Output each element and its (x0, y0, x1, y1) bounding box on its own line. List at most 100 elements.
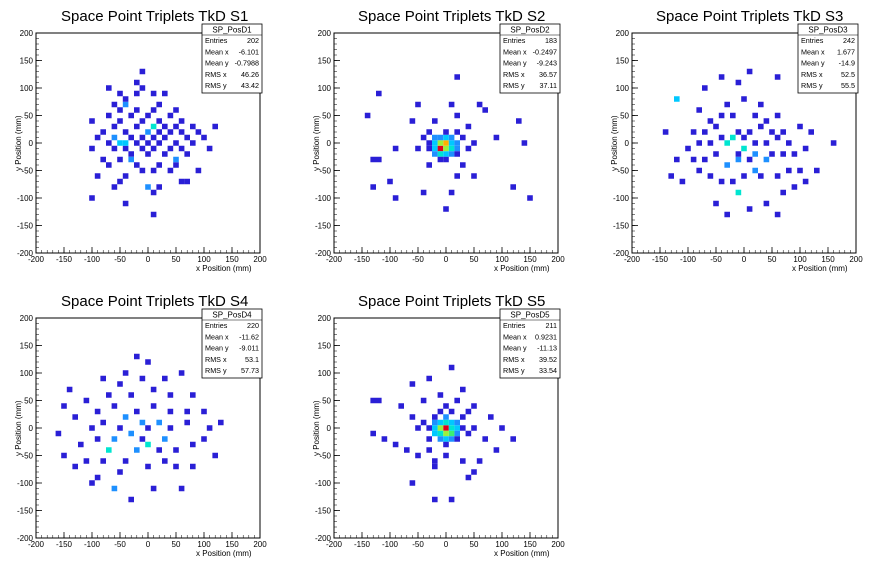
histogram-bin (802, 145, 809, 152)
stats-label: Entries (503, 36, 526, 45)
histogram-bin (134, 353, 140, 360)
plot-pad-s1: Space Point Triplets TkD S1 -200 -150 -100 -… (14, 8, 267, 273)
stats-value: 36.57 (539, 70, 557, 79)
histogram-bin (173, 140, 179, 146)
histogram-bin (190, 123, 196, 130)
stats-label: Mean y (205, 344, 229, 353)
histogram-bin (184, 419, 190, 426)
y-tick-label: -50 (21, 167, 33, 176)
y-axis-label: y Position (mm) (610, 115, 619, 171)
histogram-bin (122, 173, 129, 179)
histogram-bin (679, 178, 686, 185)
histogram-bin (448, 140, 455, 146)
stats-value: 220 (247, 321, 259, 330)
histogram-bin (702, 156, 708, 163)
histogram-bin (460, 134, 466, 141)
histogram-bin (674, 156, 680, 163)
histogram-bin (106, 85, 112, 91)
histogram-bin (454, 397, 460, 404)
histogram-bin (769, 129, 775, 135)
histogram-bin (791, 151, 798, 157)
y-axis-label: y Position (mm) (312, 400, 321, 456)
histogram-bin (460, 386, 466, 393)
histogram-bin (437, 134, 444, 141)
histogram-bin (808, 129, 814, 135)
histogram-bin (134, 447, 140, 453)
histogram-bin (685, 145, 691, 152)
histogram-bin (696, 167, 702, 174)
histogram-bin (443, 151, 449, 157)
histogram-bin (735, 189, 742, 196)
histogram-bin (173, 447, 179, 453)
histogram-bin (150, 134, 157, 141)
histogram-bin (139, 145, 146, 152)
histogram-bin (426, 375, 432, 382)
histogram-bin (454, 436, 460, 442)
histogram-bin (145, 359, 151, 365)
histogram-bin (409, 118, 416, 124)
histogram-bin (465, 430, 472, 437)
stats-label: RMS y (503, 81, 525, 90)
histogram-bin (432, 134, 438, 141)
x-tick-label: -50 (412, 255, 424, 264)
stats-label: Entries (205, 321, 228, 330)
x-tick-label: 200 (253, 255, 267, 264)
histogram-bin (122, 96, 129, 102)
x-tick-label: 100 (793, 255, 807, 264)
histogram-bin (443, 414, 449, 420)
histogram-bin (493, 134, 500, 141)
histogram-bin (94, 173, 101, 179)
histogram-bin (718, 178, 725, 185)
histogram-bin (83, 397, 90, 404)
histogram-bin (432, 118, 438, 124)
histogram-bin (111, 403, 118, 409)
histogram-bin (448, 134, 455, 141)
histogram-bin (206, 425, 213, 431)
histogram-bin (763, 200, 770, 207)
histogram-bin (527, 195, 533, 201)
histogram-bin (111, 145, 118, 152)
y-tick-label: 200 (20, 29, 34, 38)
x-tick-label: -150 (56, 255, 73, 264)
y-tick-label: -50 (617, 167, 629, 176)
histogram-bin (83, 458, 90, 464)
y-tick-label: 200 (318, 29, 332, 38)
histogram-bin (460, 162, 466, 168)
histogram-bin (190, 140, 196, 146)
histogram-bin (443, 140, 449, 146)
histogram-bin (454, 112, 460, 119)
histogram-bin (376, 90, 382, 97)
histogram-bin (128, 496, 134, 503)
histogram-bin (156, 118, 162, 124)
histogram-bin (128, 112, 134, 119)
histogram-bin (89, 118, 95, 124)
histogram-bin (454, 140, 460, 146)
chart-title: Space Point Triplets TkD S5 (358, 293, 545, 310)
x-tick-label: -200 (624, 255, 641, 264)
histogram-bin (201, 134, 207, 141)
histogram-bin (437, 156, 444, 163)
y-tick-label: -100 (613, 194, 630, 203)
histogram-bin (797, 123, 803, 130)
stats-value: 37.11 (540, 81, 557, 90)
x-tick-label: -200 (28, 255, 45, 264)
stats-value: -9.243 (537, 59, 557, 68)
histogram-bin (499, 425, 505, 431)
y-tick-label: -150 (17, 507, 34, 516)
x-tick-label: 150 (523, 540, 537, 549)
x-tick-label: -50 (412, 540, 424, 549)
histogram-bin (448, 419, 455, 426)
x-tick-label: 50 (172, 540, 181, 549)
histogram-bin (106, 447, 112, 453)
y-tick-label: -100 (315, 194, 332, 203)
histogram-bin (167, 167, 174, 174)
plot-pad-s3: Space Point Triplets TkD S3 -200 -150 -100 -… (610, 8, 863, 273)
y-tick-label: -150 (17, 222, 34, 231)
histogram-bin (117, 156, 123, 163)
histogram-bin (741, 173, 747, 179)
histogram-bin (156, 447, 162, 453)
y-tick-label: -50 (319, 167, 331, 176)
histogram-bin (167, 129, 174, 135)
x-axis-label: x Position (mm) (494, 549, 550, 558)
histogram-bin (173, 107, 179, 113)
